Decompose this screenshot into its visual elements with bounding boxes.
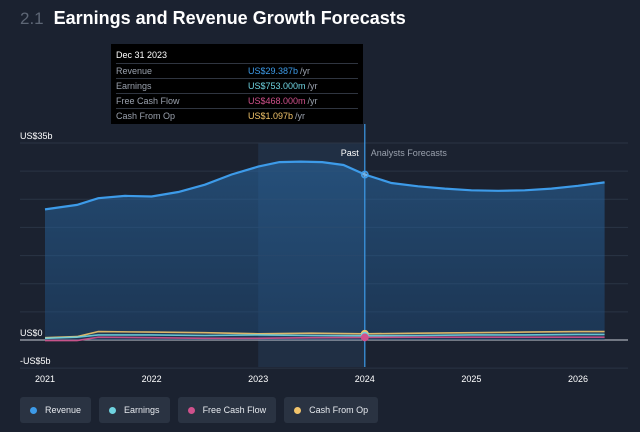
- free-cash-flow-line: [45, 336, 605, 342]
- x-tick-label: 2025: [461, 374, 481, 384]
- tooltip-row-free-cash-flow: Free Cash Flow US$468.000m /yr: [116, 94, 358, 109]
- x-tick-label: 2021: [35, 374, 55, 384]
- cash-from-op-line: [44, 330, 605, 339]
- tooltip-unit: /yr: [295, 111, 306, 121]
- legend-label: Free Cash Flow: [202, 405, 267, 415]
- chart-header: 2.1 Earnings and Revenue Growth Forecast…: [20, 8, 406, 32]
- past-label: Past: [341, 148, 360, 158]
- x-tick-label: 2024: [355, 374, 375, 384]
- tooltip-value: US$753.000m: [248, 81, 306, 91]
- y-tick-label: US$35b: [20, 131, 53, 141]
- legend-item-free-cash-flow[interactable]: Free Cash Flow: [177, 397, 277, 423]
- chart-title: Earnings and Revenue Growth Forecasts: [53, 8, 406, 28]
- section-number: 2.1: [20, 9, 44, 28]
- y-tick-label: -US$5b: [20, 356, 51, 366]
- legend-item-revenue[interactable]: Revenue: [20, 397, 92, 423]
- growth-chart[interactable]: US$35b US$0 -US$5b 2021 2022 2023 2024 2025 2026…: [0, 0, 640, 392]
- tooltip-date: Dec 31 2023: [116, 48, 358, 64]
- free-cash-flow-marker: [360, 333, 369, 342]
- legend-label: Cash From Op: [309, 405, 369, 415]
- tooltip-label: Earnings: [116, 81, 152, 91]
- tooltip-label: Revenue: [116, 66, 153, 76]
- tooltip-unit: /yr: [307, 81, 318, 91]
- tooltip-row-cash-from-op: Cash From Op US$1.097b /yr: [116, 109, 358, 123]
- chart-legend: Revenue Earnings Free Cash Flow Cash Fro…: [20, 397, 379, 423]
- legend-dot-icon: [30, 406, 37, 414]
- legend-item-cash-from-op[interactable]: Cash From Op: [284, 397, 379, 423]
- tooltip-label: Free Cash Flow: [116, 96, 180, 106]
- legend-item-earnings[interactable]: Earnings: [99, 397, 170, 423]
- x-tick-label: 2023: [248, 374, 268, 384]
- revenue-area: [45, 161, 605, 340]
- y-tick-label: US$0: [20, 328, 43, 338]
- tooltip-row-earnings: Earnings US$753.000m /yr: [116, 79, 358, 94]
- legend-label: Revenue: [45, 405, 82, 415]
- tooltip-unit: /yr: [300, 66, 311, 76]
- forecast-label: Analysts Forecasts: [371, 148, 448, 158]
- tooltip-value: US$468.000m: [248, 96, 306, 106]
- tooltip-value: US$1.097b: [248, 111, 294, 121]
- x-tick-label: 2026: [568, 374, 588, 384]
- revenue-line: [44, 160, 605, 211]
- x-tick-label: 2022: [142, 374, 162, 384]
- data-tooltip: Dec 31 2023 Revenue US$29.387b /yr Earni…: [111, 44, 363, 124]
- legend-dot-icon: [109, 406, 117, 414]
- tooltip-unit: /yr: [307, 96, 318, 106]
- legend-dot-icon: [187, 406, 195, 414]
- legend-label: Earnings: [124, 405, 160, 415]
- legend-dot-icon: [294, 406, 302, 414]
- earnings-line: [44, 333, 605, 340]
- tooltip-label: Cash From Op: [116, 111, 176, 121]
- revenue-marker: [360, 170, 369, 179]
- tooltip-value: US$29.387b: [248, 66, 299, 76]
- tooltip-row-revenue: Revenue US$29.387b /yr: [116, 64, 358, 79]
